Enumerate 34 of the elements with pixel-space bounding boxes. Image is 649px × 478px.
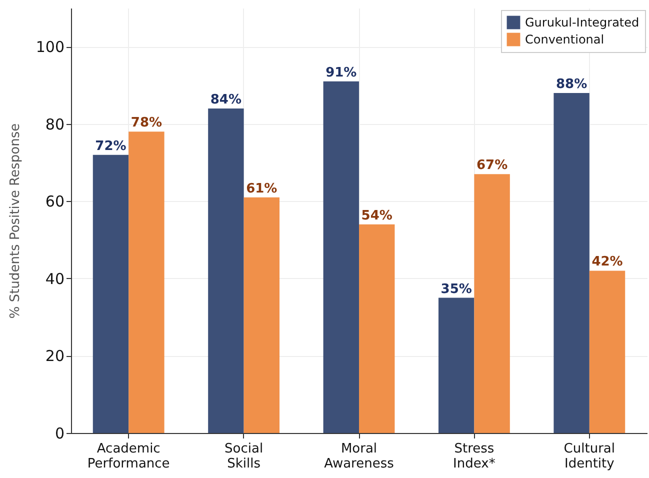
bar — [554, 93, 590, 433]
y-tick-label: 40 — [45, 270, 64, 288]
bar — [589, 270, 626, 433]
x-tick-label: Social Skills — [224, 442, 264, 472]
text: 91% — [326, 65, 357, 80]
text: 78% — [130, 116, 162, 131]
x-tick-label: Academic Performance — [87, 442, 170, 472]
y-tick-label: 80 — [45, 115, 64, 134]
bar — [128, 132, 164, 433]
y-axis-title: % Students Positive Response — [8, 123, 23, 319]
text: 84% — [210, 92, 242, 108]
bar — [92, 154, 129, 433]
text: 88% — [556, 77, 588, 92]
x-tick-label: Moral Awareness — [324, 442, 394, 472]
text: 35% — [440, 282, 472, 297]
text: 54% — [361, 208, 392, 224]
bar — [323, 81, 359, 433]
text: 42% — [592, 254, 623, 270]
text: 61% — [246, 181, 278, 196]
bar — [244, 197, 280, 433]
y-tick-label: 100 — [36, 38, 64, 56]
x-tick-label: Cultural Identity — [564, 442, 615, 472]
legend-label: Gurukul-Integrated — [525, 16, 640, 30]
y-tick-label: 60 — [45, 192, 64, 211]
y-tick-label: 20 — [45, 347, 64, 366]
bar — [208, 108, 244, 433]
x-tick-label: Stress Index* — [453, 442, 496, 472]
bar — [438, 298, 474, 433]
y-tick-label: 0 — [54, 424, 64, 442]
text: 67% — [476, 158, 508, 174]
bar — [359, 224, 395, 433]
text: 72% — [95, 138, 126, 154]
bar — [474, 174, 510, 433]
legend-label: Conventional — [525, 32, 604, 46]
